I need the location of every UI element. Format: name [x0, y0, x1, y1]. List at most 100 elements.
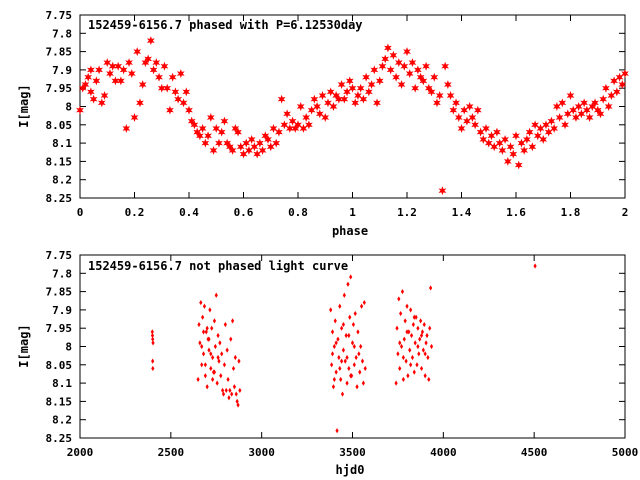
- unphased-data-point: [218, 340, 222, 346]
- unphased-data-point: [347, 332, 351, 339]
- unphased-data-point: [345, 380, 349, 386]
- unphased-data-point: [198, 340, 202, 346]
- unphased-data-point: [423, 351, 427, 357]
- phased-data-point: [484, 138, 493, 148]
- unphased-y-axis-label: I[mag]: [17, 324, 31, 367]
- unphased-data-point: [203, 373, 207, 379]
- unphased-data-point: [413, 340, 417, 346]
- unphased-data-point: [359, 303, 364, 309]
- unphased-data-point: [207, 336, 211, 342]
- unphased-data-point: [344, 332, 348, 339]
- phased-data-point: [618, 80, 627, 90]
- unphased-data-point: [151, 365, 155, 372]
- phased-y-tick-label: 7.75: [46, 9, 73, 22]
- phased-x-axis-label: phase: [332, 224, 368, 238]
- phased-x-tick-label: 1: [349, 206, 356, 219]
- unphased-data-point: [357, 351, 361, 357]
- unphased-data-point: [200, 362, 204, 368]
- unphased-x-tick-label: 2500: [158, 446, 185, 459]
- phased-x-ticks: 0 0.2 0.4 0.6 0.8 1 1.2 1.4 1.6 1.8 2: [77, 15, 628, 219]
- unphased-data-point: [340, 391, 345, 397]
- phased-x-tick-label: 1.2: [397, 206, 417, 219]
- unphased-data-point: [201, 351, 206, 357]
- unphased-data-point: [400, 289, 405, 295]
- phased-data-point: [547, 116, 556, 126]
- unphased-data-point: [201, 329, 206, 335]
- unphased-data-point: [212, 369, 217, 375]
- unphased-data-point: [409, 332, 414, 339]
- phased-data-point: [514, 160, 523, 170]
- unphased-data-point: [202, 303, 207, 309]
- unphased-y-ticks: 7.75 7.8 7.85 7.9 7.95 8 8.05 8.1 8.15 8.2 8.25: [46, 249, 625, 445]
- unphased-data-point: [329, 307, 333, 313]
- phased-data-point: [133, 47, 142, 57]
- unphased-y-tick-label: 8.2: [52, 414, 72, 427]
- unphased-y-tick-label: 7.8: [52, 267, 72, 280]
- unphased-data-point: [359, 343, 363, 350]
- unphased-y-tick-label: 7.75: [46, 249, 73, 262]
- unphased-data-point: [405, 303, 409, 309]
- unphased-data-point: [228, 387, 232, 394]
- phased-data-point: [272, 138, 281, 148]
- unphased-data-point: [428, 325, 432, 331]
- unphased-data-point: [347, 365, 351, 372]
- phased-data-point: [163, 83, 172, 93]
- unphased-data-point: [354, 354, 358, 361]
- unphased-data-point: [330, 329, 335, 335]
- unphased-data-point: [401, 376, 405, 383]
- phased-data-point: [305, 120, 313, 130]
- phased-data-point: [468, 113, 477, 122]
- phased-data-point: [212, 123, 221, 133]
- phased-data-point: [228, 145, 237, 155]
- phased-data-point: [190, 120, 199, 130]
- phased-data-point: [465, 102, 474, 111]
- unphased-x-axis-label: hjd0: [336, 463, 365, 477]
- unphased-data-point: [150, 332, 155, 339]
- phased-data-point: [348, 83, 357, 93]
- phased-data-point: [367, 80, 376, 90]
- phased-data-point: [411, 83, 420, 93]
- unphased-data-point: [150, 329, 154, 335]
- unphased-data-point: [340, 325, 344, 331]
- phased-data-point: [332, 91, 341, 100]
- unphased-data-point: [205, 384, 209, 390]
- unphased-data-point: [401, 354, 405, 361]
- unphased-data-point: [209, 365, 213, 372]
- phased-data-point: [599, 94, 608, 104]
- phased-data-point: [114, 61, 123, 71]
- unphased-data-point: [232, 384, 237, 390]
- phased-data-point: [471, 120, 479, 130]
- phased-data-point: [315, 109, 324, 119]
- phased-data-point: [433, 98, 441, 108]
- phased-data-point: [76, 105, 84, 115]
- unphased-x-tick-label: 4500: [521, 446, 548, 459]
- phased-data-point: [612, 87, 621, 97]
- unphased-y-tick-label: 8: [65, 341, 72, 354]
- unphased-y-tick-label: 8.05: [46, 359, 73, 372]
- phased-data-point: [427, 87, 436, 97]
- unphased-data-point: [349, 274, 353, 280]
- unphased-data-point: [361, 380, 365, 386]
- phased-data-point: [370, 65, 379, 75]
- unphased-data-point: [207, 347, 211, 353]
- phased-data-point: [204, 131, 212, 141]
- unphased-data-point: [362, 299, 366, 306]
- unphased-data-point: [231, 365, 236, 372]
- unphased-y-tick-label: 8.1: [52, 377, 72, 390]
- unphased-data-point: [226, 376, 230, 383]
- phased-data-point: [138, 80, 147, 90]
- phased-data-point: [444, 80, 452, 90]
- unphased-data-point: [403, 318, 407, 324]
- phased-data-point: [196, 131, 204, 141]
- phased-x-tick-label: 0.2: [125, 206, 145, 219]
- unphased-data-point: [213, 343, 217, 350]
- phased-data-point: [209, 145, 218, 155]
- unphased-data-point: [224, 387, 228, 394]
- phased-data-point: [506, 142, 515, 152]
- phased-data-point: [386, 65, 395, 75]
- unphased-data-point: [409, 362, 413, 368]
- unphased-data-point: [405, 329, 409, 335]
- unphased-data-point: [199, 299, 203, 306]
- unphased-data-point: [211, 354, 215, 361]
- unphased-data-point: [332, 376, 336, 383]
